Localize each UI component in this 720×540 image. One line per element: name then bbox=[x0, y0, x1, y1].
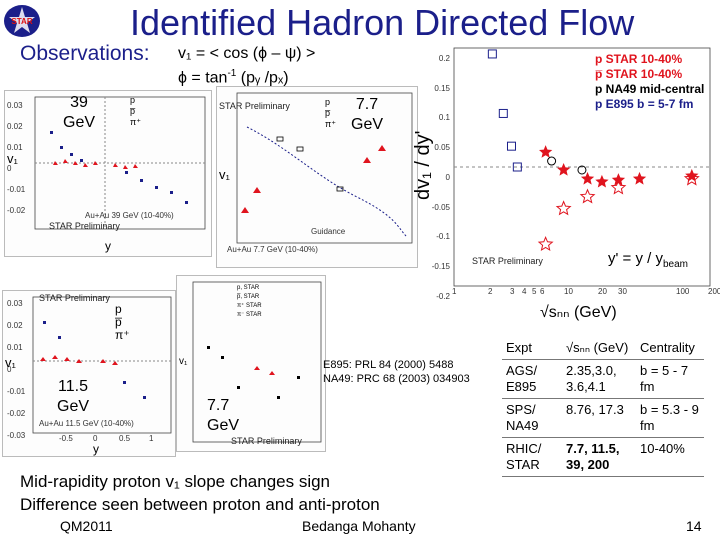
table-cell: RHIC/ STAR bbox=[502, 437, 562, 477]
pbar-star-point bbox=[579, 188, 596, 204]
table-row: AGS/ E895 2.35,3.0, 3.6,4.1 b = 5 - 7 fm bbox=[502, 359, 704, 399]
panel-77gev-b-ylabel: v₁ bbox=[179, 356, 188, 367]
table-header-cell: Expt bbox=[502, 337, 562, 360]
panel-77gev-ylabel: v₁ bbox=[219, 167, 230, 182]
panel-39gev-system: Au+Au 39 GeV (10-40%) bbox=[85, 211, 174, 220]
main-chart-legend: p STAR 10-40% p̅ STAR 10-40% p NA49 mid-… bbox=[595, 52, 704, 112]
legend-pbar: p̅ bbox=[130, 106, 136, 116]
panel-77gev-b-plot bbox=[192, 281, 322, 443]
p-e895-point bbox=[487, 49, 497, 59]
legend-pi: π⁺ bbox=[130, 117, 141, 127]
main-chart-xformula: y' = y / ybeam bbox=[608, 250, 688, 270]
panel-39gev-prelim: STAR Preliminary bbox=[49, 221, 120, 231]
panel-77gev-plot bbox=[236, 92, 413, 244]
ref-e895: E895: PRL 84 (2000) 5488 bbox=[323, 359, 454, 371]
slide-title: Identified Hadron Directed Flow bbox=[130, 2, 635, 43]
p-e895-point bbox=[506, 141, 516, 151]
table-row: RHIC/ STAR 7.7, 11.5, 39, 200 10-40% bbox=[502, 437, 704, 477]
panel-115gev-legend: p p̅ π⁺ bbox=[115, 302, 130, 342]
main-chart-xlabel: √sₙₙ (GeV) bbox=[540, 304, 617, 321]
formula-line-2: ϕ = tan-1 (pᵧ /pₓ) bbox=[178, 68, 289, 87]
table-cell: 10-40% bbox=[636, 437, 704, 477]
p-star-point bbox=[539, 145, 553, 158]
summary-line-2: Difference seen between proton and anti-… bbox=[20, 495, 380, 514]
p-na49-point bbox=[547, 156, 557, 166]
panel-115gev: STAR Preliminary p p̅ π⁺ 11.5 GeV 0.03 0.02 0… bbox=[2, 290, 176, 457]
pbar-star-point bbox=[537, 235, 554, 252]
panel-115gev-ylabel: v₁ bbox=[5, 355, 16, 370]
panel-39gev-plot bbox=[34, 96, 206, 230]
p-star-point bbox=[685, 168, 699, 182]
panel-77gev-legend: p p̅ π⁺ bbox=[325, 97, 336, 129]
pbar-star-point bbox=[610, 179, 627, 195]
ref-na49: NA49: PRC 68 (2003) 034903 bbox=[323, 373, 470, 385]
panel-77gev-energy: 7.7 GeV bbox=[351, 96, 384, 133]
table-header-row: Expt √sₙₙ (GeV) Centrality bbox=[502, 337, 704, 360]
panel-77gev-prelim: STAR Preliminary bbox=[219, 101, 290, 111]
table-cell: 7.7, 11.5, 39, 200 bbox=[562, 437, 636, 477]
pbar-star-point bbox=[683, 170, 700, 186]
panel-39gev-ylabel: v₁ bbox=[7, 151, 18, 166]
pbar-star-point bbox=[555, 200, 572, 216]
legend-pbar-star: p̅ STAR 10-40% bbox=[595, 67, 683, 81]
p-e895-point bbox=[512, 162, 522, 172]
panel-77gev-guidance: Guidance bbox=[311, 227, 346, 236]
panel-39gev: 39 GeV p p̅ π⁺ 0.03 0.02 0.01 0 -0.01 -0.02 v… bbox=[4, 90, 212, 257]
panel-115gev-yticks: 0.03 0.02 0.01 0 -0.01 -0.02 -0.03 bbox=[7, 299, 26, 440]
table-cell: 2.35,3.0, 3.6,4.1 bbox=[562, 359, 636, 399]
panel-39gev-legend: p p̅ π⁺ bbox=[130, 95, 141, 128]
footer-author: Bedanga Mohanty bbox=[302, 518, 416, 534]
summary-line-1: Mid-rapidity proton v₁ slope changes sig… bbox=[20, 472, 331, 491]
svg-text:STAR: STAR bbox=[11, 17, 32, 26]
table-cell: b = 5 - 7 fm bbox=[636, 359, 704, 399]
table-cell: SPS/ NA49 bbox=[502, 398, 562, 438]
p-star-point bbox=[557, 163, 571, 176]
table-cell: 8.76, 17.3 bbox=[562, 398, 636, 438]
panel-77gev: STAR Preliminary p p̅ π⁺ 7.7 GeV v₁ Guidanc… bbox=[216, 86, 418, 268]
panel-115gev-prelim: STAR Preliminary bbox=[39, 293, 110, 303]
legend-p: p bbox=[130, 95, 136, 105]
star-logo: STAR bbox=[4, 5, 40, 37]
panel-77gev-b-prelim: STAR Preliminary bbox=[231, 436, 302, 446]
panel-115gev-xlabel: y bbox=[93, 442, 99, 456]
main-chart: dv₁ / dy' 0.2 0.15 0.1 0.05 0 -0.05 -0.1 -0.1… bbox=[410, 40, 720, 330]
table-row: SPS/ NA49 8.76, 17.3 b = 5.3 - 9 fm bbox=[502, 398, 704, 438]
table-header-cell: √sₙₙ (GeV) bbox=[562, 337, 636, 360]
main-chart-yticks: 0.2 0.15 0.1 0.05 0 -0.05 -0.1 -0.15 -0.2 bbox=[431, 54, 450, 301]
panel-115gev-plot bbox=[32, 296, 172, 434]
legend-p-star: p STAR 10-40% bbox=[595, 52, 683, 66]
panel-77gev-system: Au+Au 7.7 GeV (10-40%) bbox=[227, 245, 318, 254]
formula-line-1: v₁ = < cos (ϕ – ψ) > bbox=[178, 45, 316, 62]
panel-115gev-system: Au+Au 11.5 GeV (10-40%) bbox=[39, 419, 134, 428]
references: E895: PRL 84 (2000) 5488 NA49: PRC 68 (2… bbox=[323, 358, 470, 386]
p-star-point bbox=[580, 171, 595, 185]
panel-39gev-energy: 39 GeV bbox=[63, 94, 96, 131]
table-cell: AGS/ E895 bbox=[502, 359, 562, 399]
panel-77gev-b-energy: 7.7 GeV bbox=[207, 397, 240, 434]
summary-text: Mid-rapidity proton v₁ slope changes sig… bbox=[20, 470, 380, 516]
panel-39gev-yticks: 0.03 0.02 0.01 0 -0.01 -0.02 bbox=[7, 101, 26, 215]
footer-page-number: 14 bbox=[686, 518, 702, 534]
panel-39gev-xlabel: y bbox=[105, 239, 111, 253]
main-chart-plot bbox=[453, 47, 711, 287]
table-header-cell: Centrality bbox=[636, 337, 704, 360]
legend-p-na49: p NA49 mid-central bbox=[595, 82, 705, 96]
p-star-point bbox=[595, 174, 609, 188]
legend-p-e895: p E895 b = 5-7 fm bbox=[595, 97, 694, 111]
p-star-point bbox=[632, 171, 647, 185]
panel-115gev-energy: 11.5 GeV bbox=[57, 378, 90, 415]
v1-formula: v₁ = < cos (ϕ – ψ) > ϕ = tan-1 (pᵧ /pₓ) bbox=[178, 44, 315, 88]
main-chart-prelim: STAR Preliminary bbox=[472, 256, 543, 266]
footer-conference: QM2011 bbox=[60, 518, 113, 534]
panel-77gev-b-legend: p, STAR p̅, STAR π⁺ STAR π⁻ STAR bbox=[237, 285, 262, 318]
panel-77gev-b: p, STAR p̅, STAR π⁺ STAR π⁻ STAR 7.7 GeV ST… bbox=[176, 275, 326, 452]
p-e895-point bbox=[498, 108, 508, 118]
observations-label: Observations: bbox=[20, 42, 150, 65]
p-star-point bbox=[611, 173, 626, 186]
experiments-table: Expt √sₙₙ (GeV) Centrality AGS/ E895 2.3… bbox=[502, 337, 704, 477]
p-na49-point bbox=[577, 165, 587, 175]
table-cell: b = 5.3 - 9 fm bbox=[636, 398, 704, 438]
